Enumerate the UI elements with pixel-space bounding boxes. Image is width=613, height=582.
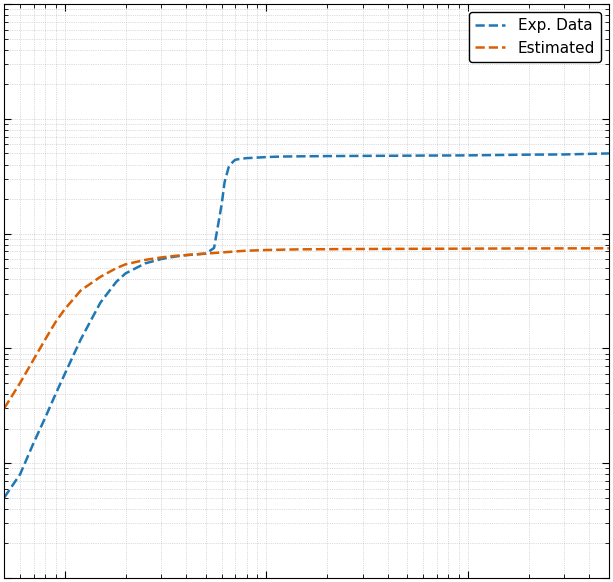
Exp. Data — [298, 153, 305, 160]
Estimated — [464, 245, 471, 252]
Estimated — [17, 379, 24, 386]
Estimated — [263, 247, 270, 254]
Exp. Data — [77, 336, 85, 343]
Estimated — [97, 274, 104, 281]
Exp. Data — [42, 414, 49, 421]
Exp. Data — [500, 151, 507, 158]
Exp. Data — [605, 150, 612, 157]
Exp. Data — [232, 157, 239, 164]
Exp. Data — [254, 154, 261, 161]
Estimated — [525, 245, 532, 252]
Exp. Data — [384, 152, 392, 159]
Estimated — [202, 250, 210, 257]
Exp. Data — [359, 152, 366, 159]
Exp. Data — [52, 391, 59, 398]
Estimated — [171, 253, 178, 260]
Exp. Data — [525, 151, 532, 158]
Exp. Data — [158, 255, 165, 262]
Estimated — [30, 356, 37, 363]
Estimated — [298, 246, 305, 253]
Exp. Data — [225, 164, 232, 171]
Exp. Data — [202, 250, 210, 257]
Estimated — [232, 248, 239, 255]
Exp. Data — [183, 251, 190, 258]
Exp. Data — [445, 152, 452, 159]
Estimated — [42, 336, 49, 343]
Estimated — [343, 246, 350, 253]
Estimated — [158, 254, 165, 261]
Exp. Data — [243, 155, 251, 162]
Estimated — [183, 251, 190, 258]
Legend: Exp. Data, Estimated: Exp. Data, Estimated — [469, 12, 601, 62]
Estimated — [61, 306, 69, 313]
Exp. Data — [30, 439, 37, 446]
Exp. Data — [61, 370, 69, 377]
Exp. Data — [343, 152, 350, 159]
Estimated — [445, 245, 452, 252]
Exp. Data — [403, 152, 411, 159]
Estimated — [1, 405, 8, 412]
Exp. Data — [142, 260, 149, 267]
Exp. Data — [464, 152, 471, 159]
Estimated — [279, 246, 286, 253]
Estimated — [384, 246, 392, 253]
Exp. Data — [263, 154, 270, 161]
Estimated — [52, 318, 59, 325]
Exp. Data — [193, 251, 200, 258]
Estimated — [359, 246, 366, 253]
Exp. Data — [560, 151, 568, 158]
Exp. Data — [221, 179, 228, 186]
Estimated — [324, 246, 331, 253]
Exp. Data — [1, 494, 8, 501]
Estimated — [419, 245, 427, 252]
Exp. Data — [229, 159, 237, 166]
Estimated — [77, 287, 85, 294]
Exp. Data — [237, 155, 245, 162]
Line: Exp. Data: Exp. Data — [4, 154, 609, 498]
Exp. Data — [218, 201, 226, 208]
Exp. Data — [210, 244, 218, 251]
Exp. Data — [113, 278, 120, 285]
Exp. Data — [324, 152, 331, 159]
Estimated — [605, 245, 612, 252]
Exp. Data — [17, 471, 24, 478]
Exp. Data — [97, 299, 104, 306]
Estimated — [113, 265, 120, 272]
Exp. Data — [279, 153, 286, 160]
Estimated — [243, 247, 251, 254]
Estimated — [218, 249, 226, 256]
Exp. Data — [122, 270, 129, 277]
Estimated — [122, 261, 129, 268]
Estimated — [560, 245, 568, 252]
Estimated — [142, 257, 149, 264]
Exp. Data — [419, 152, 427, 159]
Line: Estimated: Estimated — [4, 249, 609, 409]
Estimated — [403, 246, 411, 253]
Estimated — [500, 245, 507, 252]
Exp. Data — [171, 253, 178, 260]
